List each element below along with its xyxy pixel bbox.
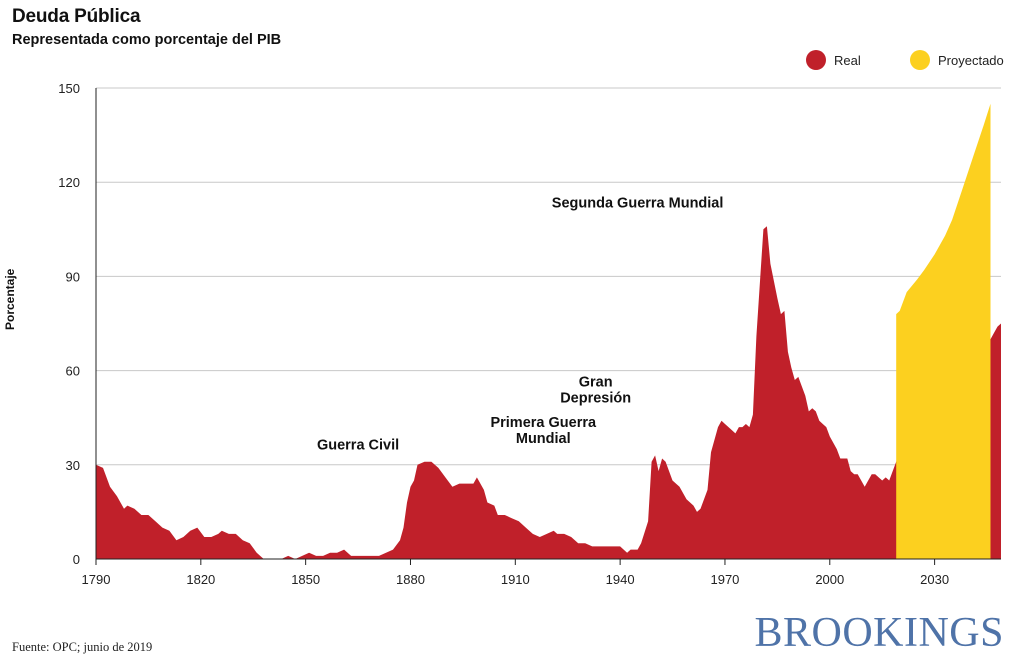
annotation-2: Gran Depresión bbox=[560, 374, 631, 406]
legend-item-projected: Proyectado bbox=[910, 50, 1004, 70]
y-tick-label-150: 150 bbox=[58, 81, 80, 96]
x-tick-label-1850: 1850 bbox=[291, 572, 320, 587]
y-tick-label-90: 90 bbox=[66, 269, 80, 284]
annotation-1: Primera Guerra Mundial bbox=[490, 415, 597, 447]
x-tick-label-1940: 1940 bbox=[606, 572, 635, 587]
chart-subtitle: Representada como porcentaje del PIB bbox=[12, 32, 282, 48]
legend-item-real: Real bbox=[806, 50, 861, 70]
legend-swatch-projected-icon bbox=[910, 50, 930, 70]
x-tick-label-1790: 1790 bbox=[82, 572, 111, 587]
x-tick-label-1820: 1820 bbox=[186, 572, 215, 587]
y-tick-label-30: 30 bbox=[66, 458, 80, 473]
legend-swatch-real-icon bbox=[806, 50, 826, 70]
x-tick-label-1970: 1970 bbox=[710, 572, 739, 587]
y-tick-label-0: 0 bbox=[73, 552, 80, 567]
x-tick-label-2030: 2030 bbox=[920, 572, 949, 587]
y-tick-label-60: 60 bbox=[66, 364, 80, 379]
x-tick-label-1910: 1910 bbox=[501, 572, 530, 587]
annotation-3: Segunda Guerra Mundial bbox=[552, 196, 724, 212]
legend-label-projected: Proyectado bbox=[938, 52, 1004, 68]
y-tick-label-120: 120 bbox=[58, 175, 80, 190]
source-note: Fuente: OPC; junio de 2019 bbox=[12, 640, 153, 654]
x-tick-label-2000: 2000 bbox=[815, 572, 844, 587]
area-series-real bbox=[96, 226, 1001, 559]
x-tick-label-1880: 1880 bbox=[396, 572, 425, 587]
annotation-0: Guerra Civil bbox=[317, 437, 399, 453]
legend-label-real: Real bbox=[834, 52, 861, 68]
area-series-projected bbox=[896, 103, 991, 559]
brookings-logo: BROOKINGS bbox=[754, 610, 1004, 656]
chart-title: Deuda Pública bbox=[12, 6, 141, 27]
